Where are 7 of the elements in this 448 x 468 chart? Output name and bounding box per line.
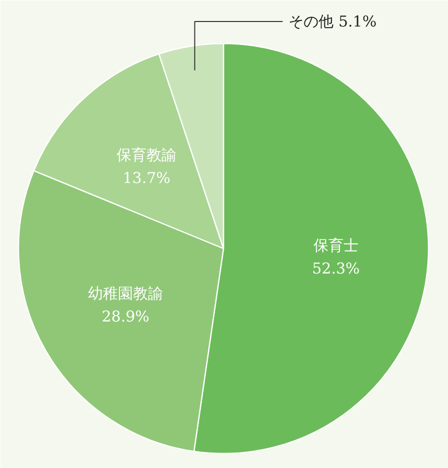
- data-label: 28.9%: [102, 307, 150, 326]
- slice-label: 保育士: [313, 236, 358, 255]
- slice-label: 幼稚園教諭: [88, 284, 164, 302]
- data-label: 52.3%: [312, 260, 360, 278]
- slice-label: その他 5.1%: [288, 12, 377, 30]
- slice-label: 保育教諭: [116, 146, 177, 164]
- data-label: 13.7%: [122, 169, 170, 188]
